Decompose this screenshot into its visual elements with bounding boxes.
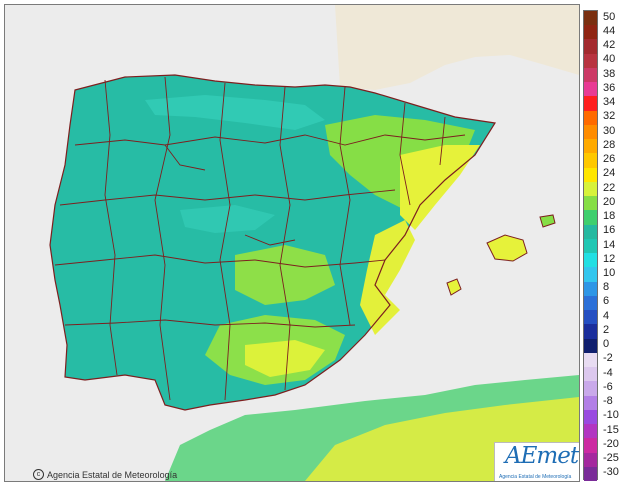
legend-label: 24 xyxy=(603,167,616,180)
legend-swatch xyxy=(584,352,597,368)
legend-swatch xyxy=(584,11,597,26)
aemet-logo: AEmet Agencia Estatal de Meteorología xyxy=(494,442,579,481)
legend-label: -20 xyxy=(603,437,619,450)
legend-swatch xyxy=(584,181,597,197)
legend-label: 6 xyxy=(603,295,610,308)
legend-label: 4 xyxy=(603,309,610,322)
legend-swatch xyxy=(584,424,597,439)
legend-label: 38 xyxy=(603,67,616,80)
legend-label: 26 xyxy=(603,153,616,166)
legend-swatch xyxy=(584,210,597,226)
legend-swatch xyxy=(584,438,597,453)
legend-swatch xyxy=(584,96,597,112)
mallorca xyxy=(486,234,528,262)
legend-swatch xyxy=(584,281,597,297)
legend-swatch xyxy=(584,82,597,97)
aemet-subtitle: Agencia Estatal de Meteorología xyxy=(499,474,572,480)
legend-swatch xyxy=(584,167,597,183)
legend-label: 10 xyxy=(603,266,616,279)
legend-swatch xyxy=(584,338,597,354)
france-area xyxy=(335,5,579,90)
legend-label: 28 xyxy=(603,138,616,151)
legend-swatch xyxy=(584,395,597,411)
legend-label: 18 xyxy=(603,210,616,222)
la-mancha-warm xyxy=(235,245,335,305)
legend-swatch xyxy=(584,110,597,126)
legend-label: 32 xyxy=(603,110,616,123)
legend-label: 30 xyxy=(603,124,616,137)
legend-swatch xyxy=(584,196,597,211)
legend-label: 20 xyxy=(603,195,616,208)
legend-swatch xyxy=(584,324,597,340)
legend-label: -4 xyxy=(603,366,613,379)
legend-label: -10 xyxy=(603,409,619,422)
legend-label: 44 xyxy=(603,24,616,37)
legend-label: 42 xyxy=(603,39,616,52)
legend-swatch xyxy=(584,452,597,468)
south-hot-zone xyxy=(245,340,325,377)
legend-swatch xyxy=(584,295,597,311)
map-canvas xyxy=(49,5,579,481)
legend-swatch xyxy=(584,153,597,169)
legend-label: 2 xyxy=(603,323,610,336)
legend-label: 50 xyxy=(603,10,616,23)
legend-label: -30 xyxy=(603,466,619,479)
legend-swatch xyxy=(584,139,597,154)
legend-label: 12 xyxy=(603,252,616,265)
legend-label: 14 xyxy=(603,238,616,251)
legend-label: 16 xyxy=(603,224,616,237)
legend-swatch xyxy=(584,253,597,268)
legend-swatch xyxy=(584,267,597,283)
legend-label: -8 xyxy=(603,395,613,408)
legend-label: -6 xyxy=(603,380,613,393)
legend-swatch xyxy=(584,124,597,140)
legend-swatch xyxy=(584,224,597,240)
legend-label: 40 xyxy=(603,53,616,66)
legend-swatch xyxy=(584,409,597,425)
temperature-map: c Agencia Estatal de Meteorología AEmet … xyxy=(4,4,580,482)
legend-swatch xyxy=(584,367,597,382)
copyright-icon: c xyxy=(33,469,44,480)
legend-swatch xyxy=(584,310,597,325)
legend-color-scale xyxy=(583,10,598,482)
legend-swatch xyxy=(584,381,597,397)
legend-label: 36 xyxy=(603,81,616,94)
valencia-coast xyxy=(360,220,415,335)
legend-swatch xyxy=(584,39,597,55)
menorca xyxy=(539,214,556,228)
legend-swatch xyxy=(584,53,597,69)
legend-label: 8 xyxy=(603,281,610,294)
legend-swatch xyxy=(584,25,597,40)
legend-label: 34 xyxy=(603,96,616,109)
province-borders xyxy=(54,76,466,401)
coastline xyxy=(49,74,496,411)
legend-swatch xyxy=(584,67,597,83)
aemet-wordmark: AEmet xyxy=(505,443,579,469)
legend-label: -25 xyxy=(603,452,619,465)
north-mountains xyxy=(145,95,325,130)
east-coast-hot xyxy=(400,145,480,230)
ibiza xyxy=(446,278,462,296)
legend-label: 0 xyxy=(603,338,610,351)
legend-swatch xyxy=(584,238,597,254)
copyright-notice: c Agencia Estatal de Meteorología xyxy=(33,469,177,480)
legend-label: -15 xyxy=(603,423,619,436)
copyright-text: Agencia Estatal de Meteorología xyxy=(47,469,178,480)
legend-label: -2 xyxy=(603,352,613,365)
legend-swatch xyxy=(584,466,597,482)
legend-label: 22 xyxy=(603,181,616,194)
